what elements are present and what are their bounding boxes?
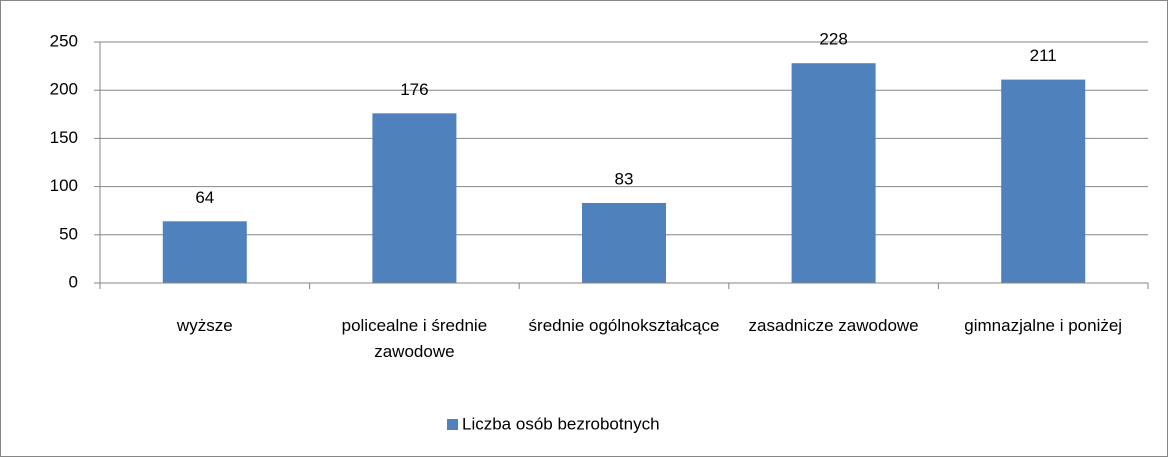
bar [1001, 79, 1086, 283]
y-tick-label: 150 [50, 128, 78, 147]
data-label: 64 [195, 188, 214, 207]
bar [372, 113, 457, 283]
x-tick-label: średnie ogólnokształcące [528, 316, 720, 335]
x-tick-label: policealne i średnie zawodowe [341, 316, 488, 361]
y-tick-label: 250 [50, 31, 78, 50]
bar [582, 202, 666, 283]
bar [791, 63, 876, 283]
data-label: 83 [615, 169, 634, 188]
x-tick-label: zasadnicze zawodowe [748, 316, 919, 335]
x-tick-label: gimnazjalne i poniżej [964, 316, 1123, 335]
y-tick-label: 50 [59, 224, 78, 243]
bar [162, 221, 247, 283]
legend-label: Liczba osób bezrobotnych [462, 414, 660, 433]
data-label: 211 [1030, 46, 1057, 65]
y-tick-label: 100 [50, 176, 78, 195]
x-tick-label: wyższe [176, 316, 233, 335]
data-label: 228 [819, 30, 847, 49]
data-label: 176 [400, 80, 428, 99]
y-tick-label: 200 [50, 80, 78, 99]
legend-swatch [447, 419, 458, 430]
y-tick-label: 0 [69, 272, 78, 291]
